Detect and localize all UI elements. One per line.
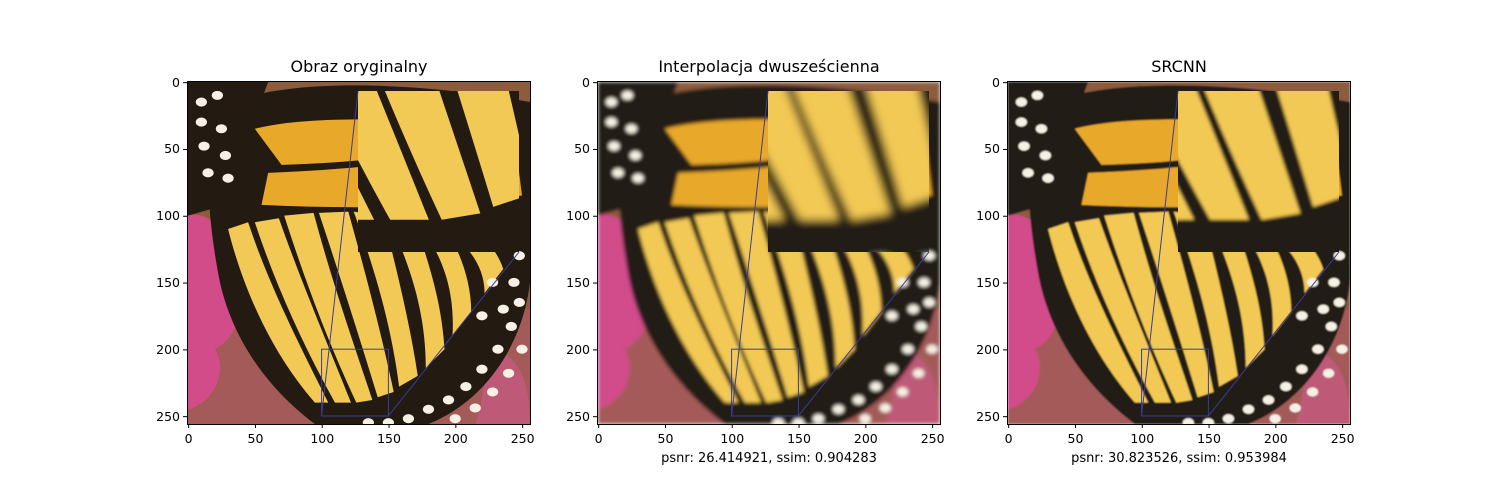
y-tick-label: 250 xyxy=(976,408,1000,424)
panel-original: Obraz oryginalny 0 50 100 150 200 250 0 50 100 150… xyxy=(0,0,534,446)
y-tick-label: 50 xyxy=(984,141,1000,157)
y-tick-label: 100 xyxy=(156,208,180,224)
axes-frame xyxy=(1003,81,1351,428)
panel-srcnn: SRCNN 0 50 100 150 200 250 0 50 100 150 200 250 psnr:… xyxy=(0,0,1354,466)
butterfly-image xyxy=(1008,82,1350,424)
zoom-inset xyxy=(358,91,520,252)
y-tick-label: 200 xyxy=(156,341,180,357)
y-tick-label: 50 xyxy=(574,141,590,157)
x-tick-label: 250 xyxy=(920,431,945,446)
zoom-inset xyxy=(1178,91,1340,252)
x-tick-label: 0 xyxy=(594,431,603,446)
axes-frame xyxy=(183,81,531,428)
x-tick-label: 200 xyxy=(1263,431,1288,446)
x-tick-label: 150 xyxy=(1197,431,1221,446)
x-tick-label: 100 xyxy=(1130,431,1155,446)
y-tick-label: 200 xyxy=(566,341,590,357)
x-tick-label: 150 xyxy=(787,431,811,446)
x-tick-label: 0 xyxy=(184,431,193,446)
x-tick-label: 50 xyxy=(657,431,674,446)
panel-title: SRCNN xyxy=(1151,57,1207,76)
zoom-region-box xyxy=(731,348,799,417)
panel-title: Interpolacja dwusześcienna xyxy=(658,57,880,76)
x-tick-label: 100 xyxy=(310,431,335,446)
metrics-caption: psnr: 30.823526, ssim: 0.953984 xyxy=(1071,451,1287,466)
panel-bicubic: Interpolacja dwusześcienna 0 50 100 150 200 25… xyxy=(0,0,944,466)
x-tick-label: 250 xyxy=(510,431,535,446)
y-tick-label: 50 xyxy=(164,141,180,157)
x-tick-label: 50 xyxy=(1067,431,1084,446)
zoom-inset xyxy=(768,91,930,252)
zoom-region-box xyxy=(321,348,389,417)
metrics-caption: psnr: 26.414921, ssim: 0.904283 xyxy=(661,451,877,466)
zoom-region-box xyxy=(1141,348,1209,417)
y-tick-label: 200 xyxy=(976,341,1000,357)
x-tick-label: 0 xyxy=(1004,431,1013,446)
x-tick-label: 100 xyxy=(720,431,745,446)
y-tick-label: 0 xyxy=(172,74,180,90)
x-tick-label: 200 xyxy=(853,431,878,446)
butterfly-image xyxy=(188,82,530,424)
axes-frame xyxy=(593,81,941,428)
y-tick-label: 100 xyxy=(566,208,590,224)
y-tick-label: 250 xyxy=(566,408,590,424)
panel-title: Obraz oryginalny xyxy=(290,57,428,76)
x-tick-label: 50 xyxy=(247,431,264,446)
y-tick-label: 0 xyxy=(992,74,1000,90)
x-tick-label: 150 xyxy=(377,431,401,446)
y-tick-label: 150 xyxy=(156,275,180,291)
y-tick-label: 100 xyxy=(976,208,1000,224)
butterfly-image xyxy=(598,82,940,424)
x-tick-label: 250 xyxy=(1330,431,1355,446)
y-tick-label: 0 xyxy=(582,74,590,90)
y-tick-label: 250 xyxy=(156,408,180,424)
y-tick-label: 150 xyxy=(976,275,1000,291)
y-tick-label: 150 xyxy=(566,275,590,291)
x-tick-label: 200 xyxy=(443,431,468,446)
